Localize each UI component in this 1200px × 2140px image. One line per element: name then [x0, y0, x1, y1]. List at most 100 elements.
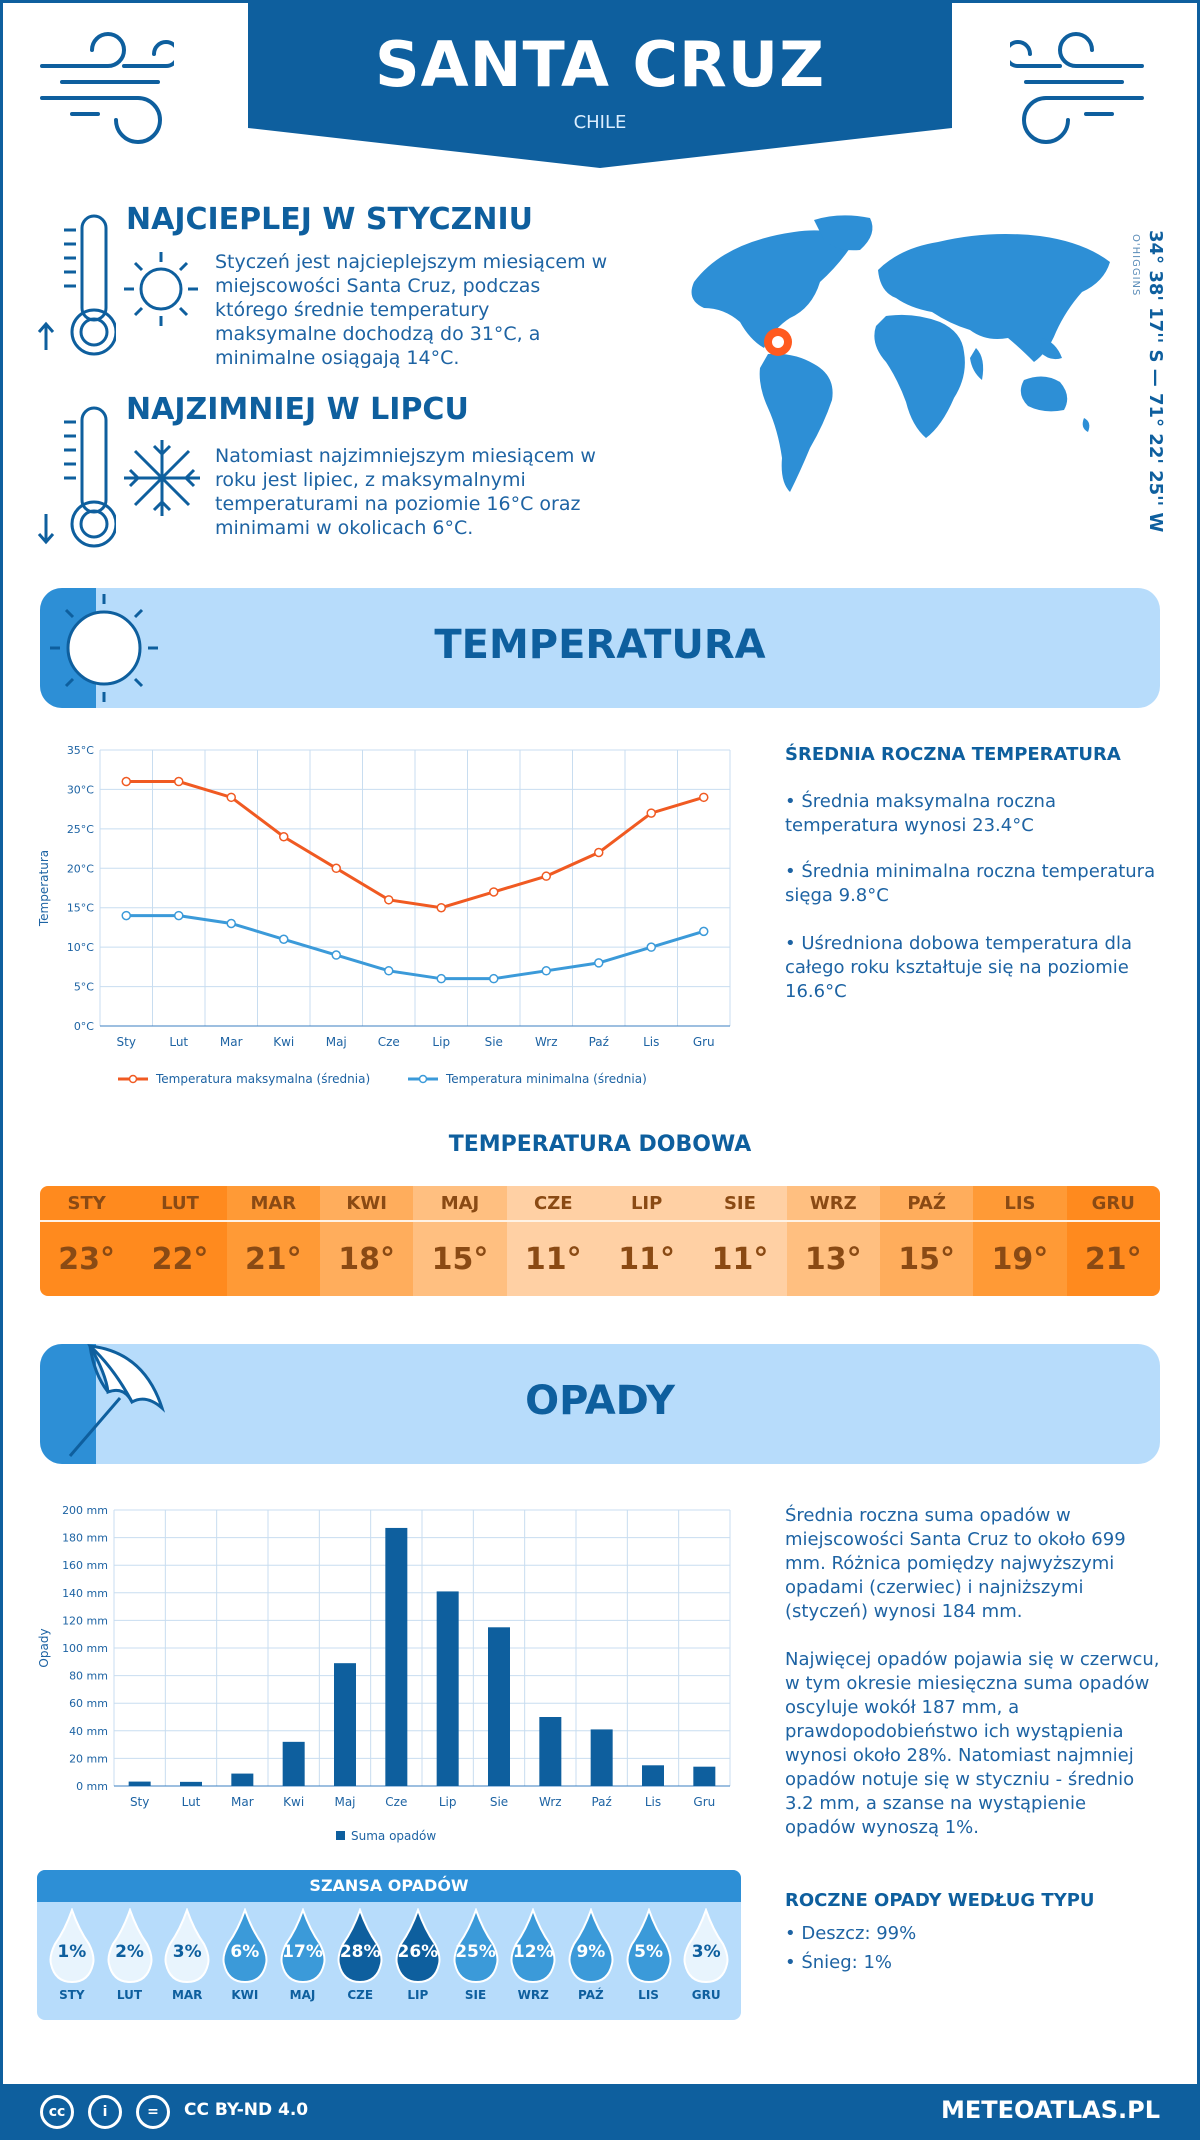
daily-temp-month: GRU [1066, 1186, 1160, 1222]
page-title: SANTA CRUZ [374, 28, 826, 101]
data-point [489, 887, 499, 897]
precip-chance-item: 1% STY [43, 1902, 101, 2014]
snowflake-icon [124, 440, 200, 516]
site-link[interactable]: METEOATLAS.PL [940, 2096, 1160, 2124]
daily-temp-cell: PAŹ 15° [879, 1186, 974, 1296]
precip-type-snow: • Śnieg: 1% [785, 1952, 893, 1973]
precip-chance-month: LUT [116, 1988, 143, 2002]
daily-temp-value: 11° [506, 1222, 600, 1296]
precip-chance-item: 2% LUT [101, 1902, 159, 2014]
raindrop-icon [683, 1908, 729, 1984]
precip-chance-month: MAR [171, 1988, 203, 2002]
y-tick-label: 30°C [67, 783, 94, 796]
daily-temp-value: 21° [1066, 1222, 1160, 1296]
raindrop-icon [222, 1908, 268, 1984]
precip-chance-month: LIS [638, 1988, 659, 2002]
data-point [594, 958, 604, 968]
precip-bar [231, 1773, 254, 1786]
y-tick-label: 0°C [74, 1020, 94, 1033]
precip-chance-value: 1% [57, 1942, 87, 1962]
data-point [594, 847, 604, 858]
data-point [331, 863, 341, 874]
data-point [646, 808, 656, 818]
data-point [174, 776, 184, 787]
precip-bar [642, 1765, 664, 1786]
umbrella-icon [68, 1344, 166, 1457]
daily-temp-cell: MAJ 15° [413, 1186, 507, 1296]
series-line [126, 914, 705, 981]
precip-bar [488, 1627, 510, 1786]
raindrop-icon [280, 1908, 326, 1984]
daily-temp-cell: CZE 11° [506, 1186, 600, 1296]
coordinates: 34° 38' 17'' S — 71° 22' 25'' W [1145, 230, 1166, 533]
daily-temp-month: MAJ [413, 1186, 507, 1222]
temperature-band [40, 588, 1160, 708]
precip-chance-month: CZE [347, 1988, 374, 2002]
license-label: CC BY-ND 4.0 [184, 2100, 309, 2120]
precip-chance-item: 25% SIE [447, 1902, 505, 2014]
daily-temp-month: SIE [693, 1186, 787, 1222]
precip-type-rain: • Deszcz: 99% [785, 1923, 917, 1944]
x-tick-label: Paź [591, 1795, 611, 1809]
x-tick-label: Mar [231, 1795, 254, 1809]
coldest-text: Natomiast najzimniejszym miesiącem w rok… [215, 445, 596, 539]
x-tick-label: Lut [182, 1795, 201, 1809]
daily-temp-value: 19° [973, 1222, 1067, 1296]
daily-temp-month: LIP [599, 1186, 694, 1222]
data-point [121, 776, 131, 787]
precip-band [40, 1344, 1160, 1464]
precip-chance-value: 2% [115, 1942, 144, 1962]
daily-temp-value: 21° [226, 1222, 320, 1296]
annual-temp-bullet-avg: • Uśredniona dobowa temperatura dla całe… [785, 933, 1133, 1002]
x-tick-label: Paź [589, 1035, 609, 1049]
precip-chance-value: 26% [397, 1942, 439, 1962]
daily-temp-value: 13° [786, 1222, 880, 1296]
x-tick-label: Cze [385, 1795, 407, 1809]
precip-chance-month: MAJ [289, 1988, 316, 2002]
data-point [226, 792, 236, 803]
y-tick-label: 140 mm [62, 1587, 108, 1600]
precip-chance-item: 12% WRZ [504, 1902, 562, 2014]
precip-bar [539, 1717, 562, 1786]
thermometer-cold-icon [37, 406, 116, 548]
precip-chance-value: 3% [172, 1942, 202, 1962]
precip-detail: Najwięcej opadów pojawia się w czerwcu, … [785, 1649, 1160, 1838]
data-point [279, 831, 289, 842]
daily-temp-value: 23° [40, 1222, 134, 1296]
y-tick-label: 35°C [67, 744, 94, 757]
series-line [126, 780, 705, 910]
data-point [436, 973, 446, 984]
footer: cc i = CC BY-ND 4.0 METEOATLAS.PL [0, 2084, 1200, 2140]
precip-chance-drops: 1% STY 2% LUT 3% MAR 6% KWI 17% MAJ 28% CZE 26% LIP 25… [37, 1902, 741, 2014]
precip-chance-item: 5% LIS [620, 1902, 678, 2014]
precipitation-chart: 0 mm 20 mm 40 mm 60 mm 80 mm 100 mm 120 mm 140 … [37, 1504, 731, 1843]
precip-chance-month: SIE [464, 1988, 487, 2002]
precip-band-accent [40, 1344, 96, 1464]
precip-title: OPADY [525, 1378, 675, 1424]
precip-chance-month: WRZ [517, 1988, 549, 2002]
y-axis-label: Temperatura [37, 850, 51, 927]
data-point [226, 918, 236, 929]
x-tick-label: Lip [432, 1035, 450, 1049]
precip-chance-value: 5% [634, 1942, 663, 1962]
precip-bar [334, 1663, 356, 1786]
precip-summary: Średnia roczna suma opadów w miejscowośc… [785, 1505, 1126, 1622]
raindrop-icon [49, 1908, 95, 1984]
y-tick-label: 40 mm [69, 1725, 108, 1738]
precip-chance-month: GRU [691, 1988, 721, 2002]
hottest-text: Styczeń jest najcieplejszym miesiącem w … [215, 251, 608, 369]
x-tick-label: Kwi [283, 1795, 304, 1809]
x-tick-label: Sie [485, 1035, 503, 1049]
legend-swatch [336, 1831, 345, 1840]
y-tick-label: 180 mm [62, 1532, 108, 1545]
data-point [699, 926, 709, 937]
precip-bar [590, 1729, 613, 1786]
precip-bar [180, 1781, 202, 1786]
y-tick-label: 60 mm [69, 1697, 108, 1710]
data-point [541, 871, 551, 881]
precip-chance-value: 3% [691, 1942, 721, 1962]
precip-bar [128, 1781, 151, 1786]
daily-temp-cell: STY 23° [40, 1186, 134, 1296]
precip-chance-item: 28% CZE [331, 1902, 389, 2014]
sun-icon [124, 252, 198, 326]
